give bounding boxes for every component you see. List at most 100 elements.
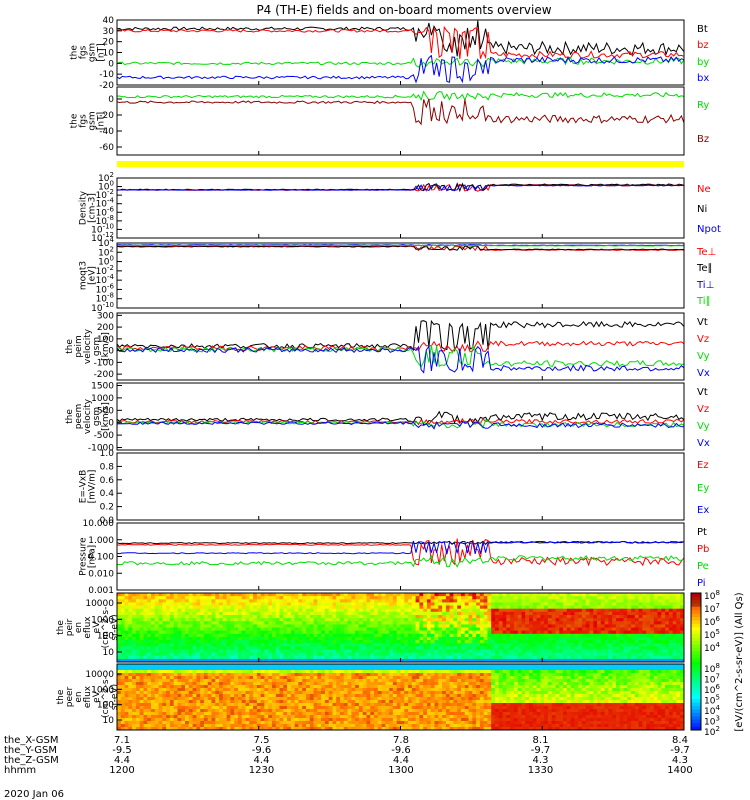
heatmap-cell xyxy=(513,608,519,613)
heatmap-cell xyxy=(449,658,454,663)
heatmap-cell xyxy=(132,593,137,597)
heatmap-cell xyxy=(290,649,296,654)
heatmap-cell xyxy=(143,593,148,597)
heatmap-cell xyxy=(351,667,356,671)
heatmap-cell xyxy=(351,602,356,606)
heatmap-cell xyxy=(238,709,243,713)
heatmap-cell xyxy=(423,627,428,632)
heatmap-cell xyxy=(483,633,488,638)
heatmap-cell xyxy=(230,640,235,644)
heatmap-cell xyxy=(328,703,333,707)
heatmap-cell xyxy=(597,655,602,660)
heatmap-cell xyxy=(461,593,466,597)
heatmap-cell xyxy=(510,658,515,663)
heatmap-cell xyxy=(268,608,273,613)
heatmap-cell xyxy=(275,673,281,677)
heatmap-cell xyxy=(676,618,681,622)
heatmap-cell xyxy=(169,646,175,650)
heatmap-cell xyxy=(559,646,564,650)
heatmap-cell xyxy=(657,655,662,660)
heatmap-cell xyxy=(151,608,156,613)
heatmap-cell xyxy=(241,670,246,674)
heatmap-cell xyxy=(230,602,235,606)
heatmap-cell xyxy=(173,602,178,606)
heatmap-cell xyxy=(374,636,379,641)
heatmap-cell xyxy=(563,636,568,641)
heatmap-cell xyxy=(151,676,156,680)
ytick-label: 200 xyxy=(97,323,114,333)
heatmap-cell xyxy=(434,615,439,619)
heatmap-cell xyxy=(676,658,681,663)
heatmap-cell xyxy=(226,655,231,660)
heatmap-cell xyxy=(498,649,504,654)
heatmap-cell xyxy=(196,670,201,674)
heatmap-cell xyxy=(317,658,322,663)
heatmap-cell xyxy=(517,627,522,632)
heatmap-cell xyxy=(215,670,220,674)
heatmap-cell xyxy=(219,593,224,597)
heatmap-cell xyxy=(211,688,216,692)
heatmap-cell xyxy=(593,640,598,644)
heatmap-cell xyxy=(234,646,239,650)
heatmap-cell xyxy=(177,679,182,683)
heatmap-cell xyxy=(173,646,178,650)
heatmap-cell xyxy=(298,706,303,710)
heatmap-cell xyxy=(374,596,379,600)
heatmap-cell xyxy=(151,652,156,657)
heatmap-cell xyxy=(226,658,231,663)
heatmap-cell xyxy=(404,649,409,654)
heatmap-cell xyxy=(479,640,485,644)
heatmap-cell xyxy=(570,633,575,638)
heatmap-cell xyxy=(506,646,511,650)
heatmap-cell xyxy=(321,618,326,622)
heatmap-cell xyxy=(272,608,277,613)
heatmap-cell xyxy=(120,691,126,695)
heatmap-cell xyxy=(196,593,201,597)
heatmap-cell xyxy=(653,593,659,597)
heatmap-cell xyxy=(215,718,220,722)
heatmap-cell xyxy=(377,611,383,616)
heatmap-cell xyxy=(321,679,326,683)
heatmap-cell xyxy=(434,633,439,638)
heatmap-cell xyxy=(672,627,677,632)
heatmap-cell xyxy=(324,649,330,654)
heatmap-cell xyxy=(302,605,307,610)
heatmap-cell xyxy=(211,706,216,710)
heatmap-cell xyxy=(623,655,628,660)
heatmap-cell xyxy=(162,608,167,613)
heatmap-cell xyxy=(449,615,454,619)
heatmap-cell xyxy=(256,688,262,692)
heatmap-cell xyxy=(581,658,587,663)
heatmap-cell xyxy=(672,624,677,628)
heatmap-cell xyxy=(290,624,296,628)
heatmap-cell xyxy=(377,636,383,641)
heatmap-cell xyxy=(351,673,356,677)
heatmap-cell xyxy=(117,685,122,689)
heatmap-cell xyxy=(124,593,129,597)
ytick-label: 300 xyxy=(97,311,114,321)
heatmap-cell xyxy=(495,624,500,628)
heatmap-cell xyxy=(563,611,568,616)
heatmap-cell xyxy=(362,605,367,610)
heatmap-cell xyxy=(166,636,171,641)
heatmap-cell xyxy=(139,691,144,695)
legend-label: Ne xyxy=(697,184,711,195)
heatmap-cell xyxy=(211,627,216,632)
heatmap-cell xyxy=(332,655,337,660)
heatmap-cell xyxy=(513,646,519,650)
heatmap-cell xyxy=(347,618,352,622)
heatmap-cell xyxy=(347,615,352,619)
heatmap-cell xyxy=(241,715,246,719)
heatmap-cell xyxy=(117,649,122,654)
heatmap-cell xyxy=(563,649,568,654)
heatmap-cell xyxy=(143,618,148,622)
heatmap-cell xyxy=(211,682,216,686)
heatmap-cell xyxy=(453,652,458,657)
heatmap-cell xyxy=(430,615,435,619)
heatmap-cell xyxy=(124,676,129,680)
heatmap-cell xyxy=(389,621,394,625)
heatmap-cell xyxy=(427,608,432,613)
heatmap-cell xyxy=(502,630,507,635)
heatmap-cell xyxy=(222,715,228,719)
heatmap-cell xyxy=(272,611,277,616)
